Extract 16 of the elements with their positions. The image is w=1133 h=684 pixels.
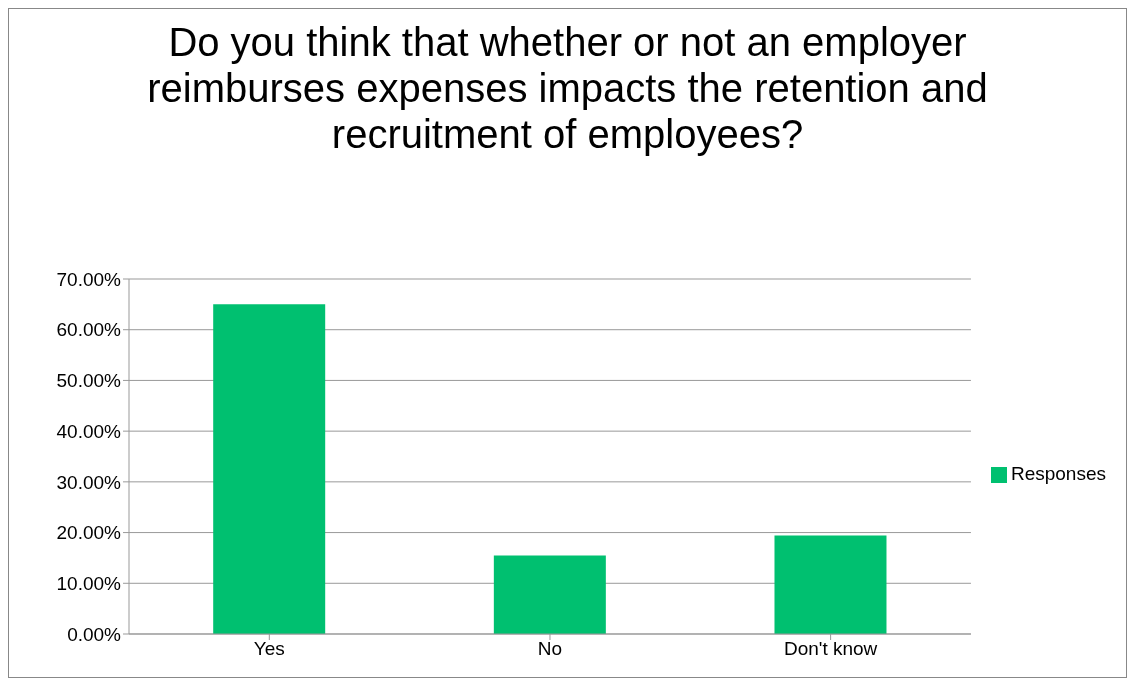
x-tick-label: Don't know: [783, 638, 878, 660]
legend-label: Responses: [1010, 463, 1106, 484]
y-tick-label: 40.00%: [56, 420, 122, 442]
y-tick-label: 0.00%: [67, 623, 122, 645]
bar: [774, 535, 887, 634]
bar: [213, 304, 326, 634]
y-tick-label: 70.00%: [56, 268, 122, 290]
x-tick-label: No: [537, 638, 563, 660]
chart-title: Do you think that whether or not an employer reimburses expenses impacts the retention and recruitment of employees?: [146, 19, 989, 158]
y-tick-label: 60.00%: [56, 319, 122, 341]
y-tick-label: 30.00%: [56, 471, 122, 493]
bar: [493, 555, 606, 634]
y-tick-label: 20.00%: [56, 522, 122, 544]
x-tick-label: Yes: [253, 638, 285, 660]
y-tick-label: 50.00%: [56, 370, 122, 392]
y-tick-label: 10.00%: [56, 573, 122, 595]
